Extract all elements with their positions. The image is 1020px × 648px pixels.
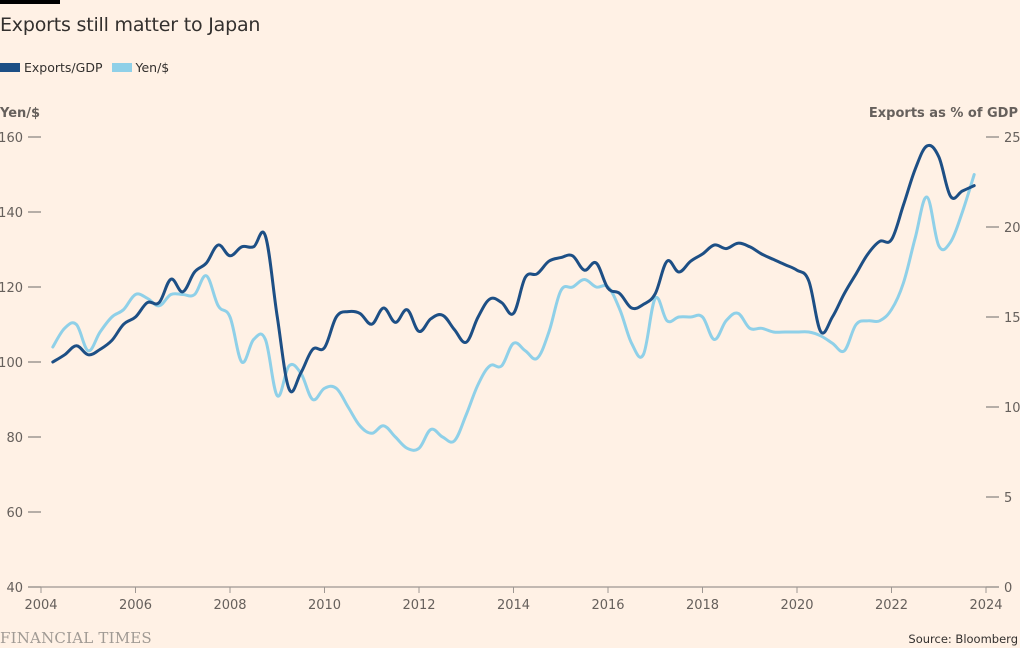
left-y-tick-label: 120 bbox=[0, 281, 23, 296]
x-tick-label: 2010 bbox=[308, 598, 341, 613]
axes: 2004 2006 2008 2010 2012 2014 2016 2018 2020 2022… bbox=[0, 131, 1020, 613]
right-y-tick-label: 5 bbox=[1004, 491, 1012, 506]
left-axis-title: Yen/$ bbox=[0, 106, 41, 121]
left-y-tick-label: 140 bbox=[0, 206, 23, 221]
x-tick-label: 2016 bbox=[591, 598, 624, 613]
legend-item-exports-gdp: Exports/GDP bbox=[0, 60, 103, 75]
legend-label-exports-gdp: Exports/GDP bbox=[24, 60, 103, 75]
series-lines bbox=[51, 143, 976, 452]
chart-title: Exports still matter to Japan bbox=[0, 14, 261, 36]
left-y-tick-label: 60 bbox=[6, 506, 23, 521]
x-tick-label: 2014 bbox=[497, 598, 530, 613]
left-y-tick-label: 100 bbox=[0, 356, 23, 371]
left-y-tick-label: 80 bbox=[6, 431, 23, 446]
right-y-tick-label: 10 bbox=[1004, 401, 1020, 416]
x-tick-label: 2024 bbox=[969, 598, 1002, 613]
right-y-tick-label: 15 bbox=[1004, 311, 1020, 326]
x-tick-label: 2008 bbox=[213, 598, 246, 613]
x-tick-label: 2004 bbox=[24, 598, 57, 613]
legend-label-yen-dollar: Yen/$ bbox=[135, 60, 170, 75]
right-axis-title: Exports as % of GDP bbox=[868, 106, 1018, 121]
legend: Exports/GDP Yen/$ bbox=[0, 60, 178, 75]
legend-swatch-exports-gdp bbox=[0, 63, 20, 72]
right-y-tick-label: 0 bbox=[1004, 581, 1012, 596]
series-line-exports-gdp bbox=[51, 143, 976, 394]
source-note: Source: Bloomberg bbox=[908, 632, 1018, 646]
right-y-tick-label: 25 bbox=[1004, 131, 1020, 146]
ft-logo: FINANCIAL TIMES bbox=[0, 629, 152, 647]
left-y-tick-label: 40 bbox=[6, 581, 23, 596]
x-tick-label: 2006 bbox=[119, 598, 152, 613]
x-tick-label: 2022 bbox=[875, 598, 908, 613]
right-y-tick-label: 20 bbox=[1004, 221, 1020, 236]
ft-accent-bar bbox=[0, 0, 60, 4]
legend-swatch-yen-dollar bbox=[111, 63, 132, 72]
legend-item-yen-dollar: Yen/$ bbox=[111, 60, 170, 75]
x-tick-label: 2018 bbox=[686, 598, 719, 613]
x-tick-label: 2012 bbox=[402, 598, 435, 613]
left-y-tick-label: 160 bbox=[0, 131, 23, 146]
x-tick-label: 2020 bbox=[780, 598, 813, 613]
series-line-yen bbox=[51, 173, 976, 452]
